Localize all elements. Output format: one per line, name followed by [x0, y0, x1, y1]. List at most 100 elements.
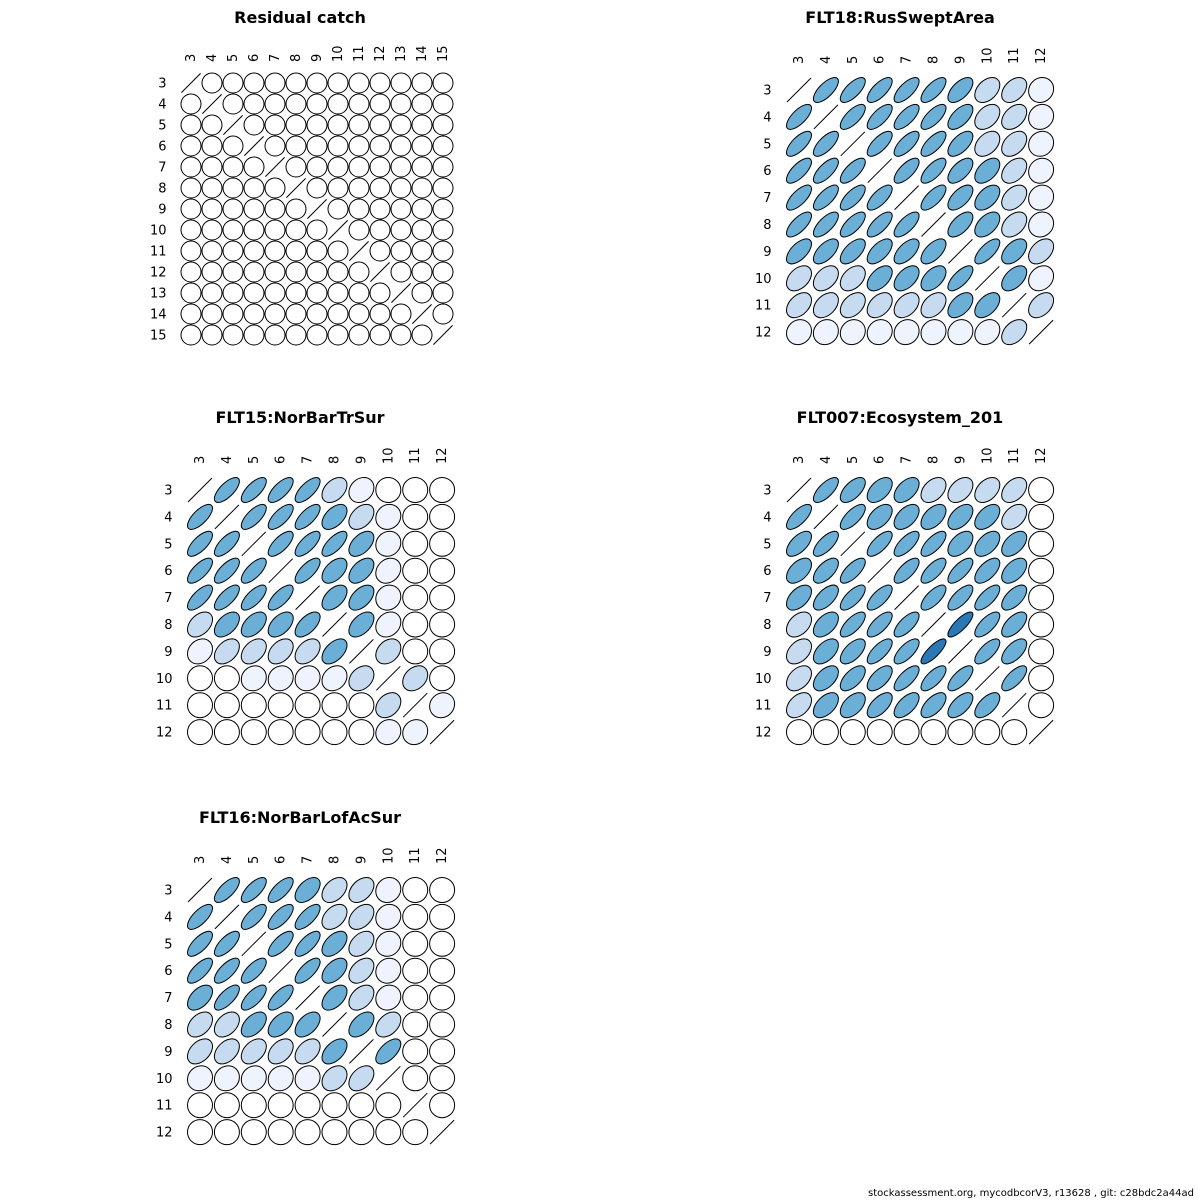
correlation-ellipse	[306, 261, 328, 283]
correlation-ellipse	[390, 198, 412, 220]
correlation-ellipse	[947, 76, 974, 103]
correlation-ellipse	[375, 530, 402, 557]
correlation-ellipse	[866, 503, 893, 530]
correlation-ellipse	[839, 265, 866, 292]
correlation-ellipse	[294, 503, 321, 530]
correlation-ellipse	[1028, 265, 1055, 292]
correlation-ellipse	[785, 157, 812, 184]
correlation-ellipse	[893, 157, 920, 184]
diagonal-mark	[349, 241, 369, 261]
correlation-ellipse	[866, 292, 893, 319]
correlation-ellipse	[785, 103, 812, 130]
correlation-ellipse	[920, 292, 947, 319]
row-tick-label: 3	[164, 484, 172, 499]
correlation-ellipse	[187, 530, 214, 557]
correlation-ellipse	[1001, 77, 1028, 104]
correlation-ellipse	[866, 584, 893, 611]
row-tick-label: 4	[164, 510, 172, 525]
correlation-ellipse	[402, 1038, 429, 1065]
row-tick-label: 6	[763, 564, 771, 579]
correlation-ellipse	[285, 198, 307, 220]
column-tick-label: 10	[980, 447, 995, 464]
column-tick-label: 8	[328, 856, 343, 864]
correlation-ellipse	[411, 219, 433, 241]
correlation-ellipse	[920, 584, 947, 611]
column-tick-label: 9	[953, 56, 968, 64]
diagonal-mark	[349, 1039, 374, 1064]
correlation-ellipse	[920, 184, 947, 211]
correlation-ellipse	[222, 177, 244, 199]
correlation-ellipse	[786, 265, 813, 292]
correlation-ellipse	[243, 114, 265, 136]
diagonal-mark	[181, 73, 201, 93]
correlation-ellipse	[180, 135, 202, 157]
row-tick-label: 3	[164, 884, 172, 899]
correlation-ellipse	[213, 1011, 240, 1038]
correlation-ellipse	[812, 238, 839, 265]
correlation-ellipse	[1028, 584, 1055, 611]
correlation-ellipse	[348, 503, 375, 530]
row-tick-label: 6	[763, 164, 771, 179]
diagonal-mark	[202, 94, 222, 114]
correlation-ellipse	[201, 135, 223, 157]
correlation-ellipse	[866, 611, 893, 638]
correlation-ellipse	[411, 198, 433, 220]
correlation-ellipse	[267, 930, 294, 957]
correlation-ellipse	[375, 1038, 402, 1065]
correlation-ellipse	[390, 324, 412, 346]
correlation-ellipse	[432, 303, 454, 325]
row-tick-label: 10	[156, 672, 173, 687]
correlation-ellipse	[201, 261, 223, 283]
row-tick-label: 3	[763, 84, 771, 99]
correlation-ellipse	[429, 984, 456, 1011]
correlation-ellipse	[201, 177, 223, 199]
correlation-ellipse	[201, 282, 223, 304]
correlation-ellipse	[375, 930, 402, 957]
row-tick-label: 4	[158, 98, 166, 113]
correlation-ellipse	[432, 72, 454, 94]
correlation-ellipse	[375, 1011, 402, 1038]
correlation-ellipse	[294, 692, 321, 719]
correlation-ellipse	[369, 282, 391, 304]
correlation-ellipse	[243, 219, 265, 241]
correlation-ellipse	[264, 135, 286, 157]
row-tick-label: 4	[763, 110, 771, 125]
correlation-ellipse	[839, 665, 866, 692]
correlation-ellipse	[327, 114, 349, 136]
correlation-ellipse	[974, 503, 1001, 530]
column-tick-label: 15	[436, 45, 451, 62]
correlation-ellipse	[1001, 719, 1028, 746]
correlation-ellipse	[786, 692, 813, 719]
correlation-ellipse	[866, 76, 893, 103]
column-tick-label: 12	[373, 45, 388, 62]
correlation-ellipse	[402, 665, 429, 692]
correlation-ellipse	[348, 1092, 375, 1119]
correlation-ellipse	[306, 93, 328, 115]
correlation-ellipse	[201, 72, 223, 94]
correlation-ellipse	[243, 156, 265, 178]
correlation-ellipse	[321, 692, 348, 719]
correlation-ellipse	[839, 638, 866, 665]
correlation-ellipse	[348, 219, 370, 241]
column-tick-label: 8	[328, 456, 343, 464]
panel-title: FLT18:RusSweptArea	[805, 8, 994, 27]
row-tick-label: 7	[763, 591, 771, 606]
row-tick-label: 4	[763, 510, 771, 525]
correlation-ellipse	[402, 930, 429, 957]
correlation-ellipse	[348, 611, 375, 638]
correlation-ellipse	[893, 665, 920, 692]
correlation-ellipse	[348, 282, 370, 304]
column-tick-label: 11	[408, 447, 423, 464]
diagonal-mark	[433, 325, 453, 345]
correlation-ellipse	[213, 1119, 240, 1146]
correlation-ellipse	[213, 665, 240, 692]
correlation-ellipse	[947, 265, 974, 292]
correlation-ellipse	[267, 477, 294, 504]
correlation-ellipse	[893, 719, 920, 746]
correlation-ellipse	[432, 219, 454, 241]
column-tick-label: 3	[792, 56, 807, 64]
correlation-ellipse	[321, 1038, 348, 1065]
row-tick-label: 11	[150, 245, 167, 260]
correlation-ellipse	[786, 638, 813, 665]
row-tick-label: 12	[755, 326, 772, 341]
